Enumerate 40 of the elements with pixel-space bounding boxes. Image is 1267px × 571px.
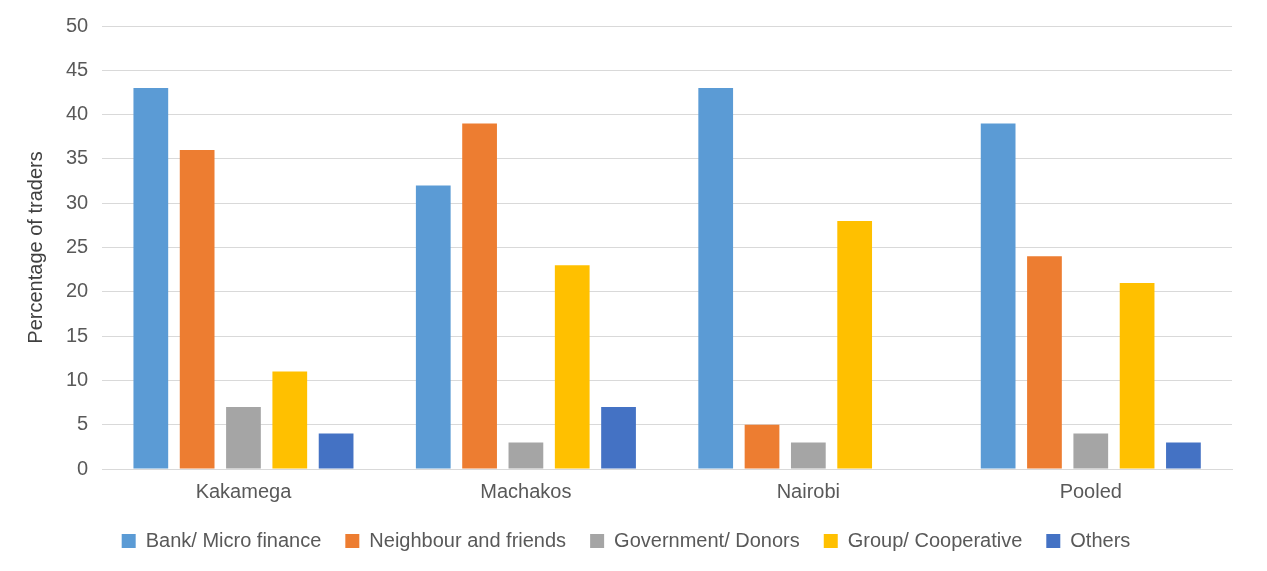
y-tick-label: 25 (66, 235, 89, 258)
x-tick-label: Machakos (480, 479, 572, 502)
bar (1073, 433, 1109, 469)
y-tick-label: 50 (66, 13, 89, 36)
bar (790, 442, 826, 469)
bar (133, 88, 169, 469)
bar (1027, 256, 1062, 469)
legend-label: Neighbour and friends (369, 528, 567, 551)
bar (554, 265, 590, 469)
y-tick-label: 40 (66, 102, 89, 125)
bar (601, 406, 636, 469)
y-tick-label: 5 (77, 412, 89, 435)
bar (179, 150, 215, 469)
x-tick-label: Pooled (1059, 479, 1122, 502)
bar (837, 220, 873, 469)
legend-label: Others (1070, 528, 1131, 551)
bar (744, 424, 780, 469)
legend-label: Government/ Donors (614, 528, 800, 551)
bar (1119, 282, 1155, 469)
bar (415, 185, 451, 469)
bar (272, 371, 308, 469)
x-tick-label: Kakamega (195, 479, 293, 502)
bar (226, 406, 261, 469)
y-tick-label: 10 (66, 367, 89, 390)
y-axis-title: Percentage of traders (23, 151, 46, 344)
x-tick-label: Nairobi (776, 479, 841, 502)
legend-label: Bank/ Micro finance (145, 528, 322, 551)
y-tick-label: 45 (66, 57, 89, 80)
bar (508, 442, 544, 469)
y-tick-label: 30 (66, 190, 89, 213)
y-tick-label: 35 (66, 146, 89, 169)
y-tick-label: 20 (66, 279, 89, 302)
bar (462, 123, 497, 469)
bar (318, 433, 354, 469)
y-tick-label: 15 (66, 323, 89, 346)
bar (698, 88, 734, 469)
y-tick-label: 0 (77, 456, 89, 479)
legend-label: Group/ Cooperative (847, 528, 1023, 551)
bar (1166, 442, 1201, 469)
bar (980, 123, 1016, 469)
